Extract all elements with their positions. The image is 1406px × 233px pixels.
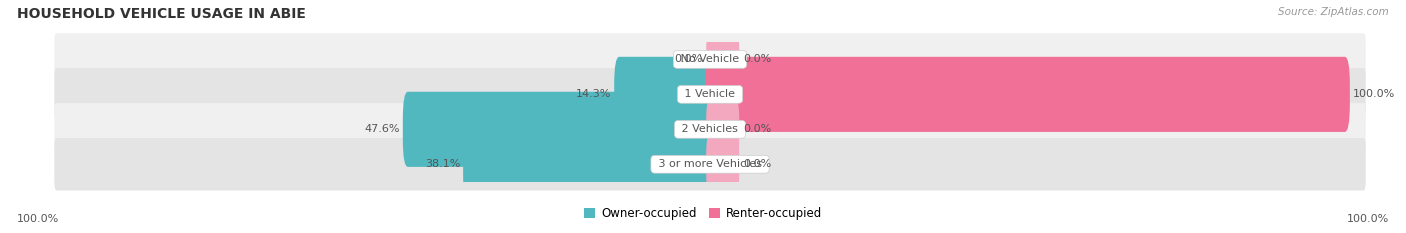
Text: 38.1%: 38.1% [425, 159, 461, 169]
Text: 0.0%: 0.0% [742, 124, 772, 134]
FancyBboxPatch shape [706, 134, 740, 195]
FancyBboxPatch shape [706, 99, 740, 160]
Text: 47.6%: 47.6% [364, 124, 401, 134]
FancyBboxPatch shape [55, 33, 1365, 86]
Text: HOUSEHOLD VEHICLE USAGE IN ABIE: HOUSEHOLD VEHICLE USAGE IN ABIE [17, 7, 305, 21]
Text: Source: ZipAtlas.com: Source: ZipAtlas.com [1278, 7, 1389, 17]
FancyBboxPatch shape [402, 92, 716, 167]
FancyBboxPatch shape [614, 57, 716, 132]
Text: No Vehicle: No Vehicle [678, 55, 742, 64]
Text: 0.0%: 0.0% [742, 55, 772, 64]
Text: 2 Vehicles: 2 Vehicles [678, 124, 742, 134]
FancyBboxPatch shape [463, 127, 716, 202]
Text: 14.3%: 14.3% [576, 89, 612, 99]
Text: 100.0%: 100.0% [1353, 89, 1395, 99]
FancyBboxPatch shape [704, 57, 1350, 132]
Text: 100.0%: 100.0% [17, 214, 59, 224]
Text: 0.0%: 0.0% [742, 159, 772, 169]
Legend: Owner-occupied, Renter-occupied: Owner-occupied, Renter-occupied [579, 202, 827, 225]
FancyBboxPatch shape [55, 103, 1365, 156]
Text: 1 Vehicle: 1 Vehicle [682, 89, 738, 99]
FancyBboxPatch shape [55, 138, 1365, 191]
Text: 0.0%: 0.0% [673, 55, 703, 64]
FancyBboxPatch shape [706, 29, 740, 90]
FancyBboxPatch shape [55, 68, 1365, 121]
Text: 100.0%: 100.0% [1347, 214, 1389, 224]
Text: 3 or more Vehicles: 3 or more Vehicles [655, 159, 765, 169]
